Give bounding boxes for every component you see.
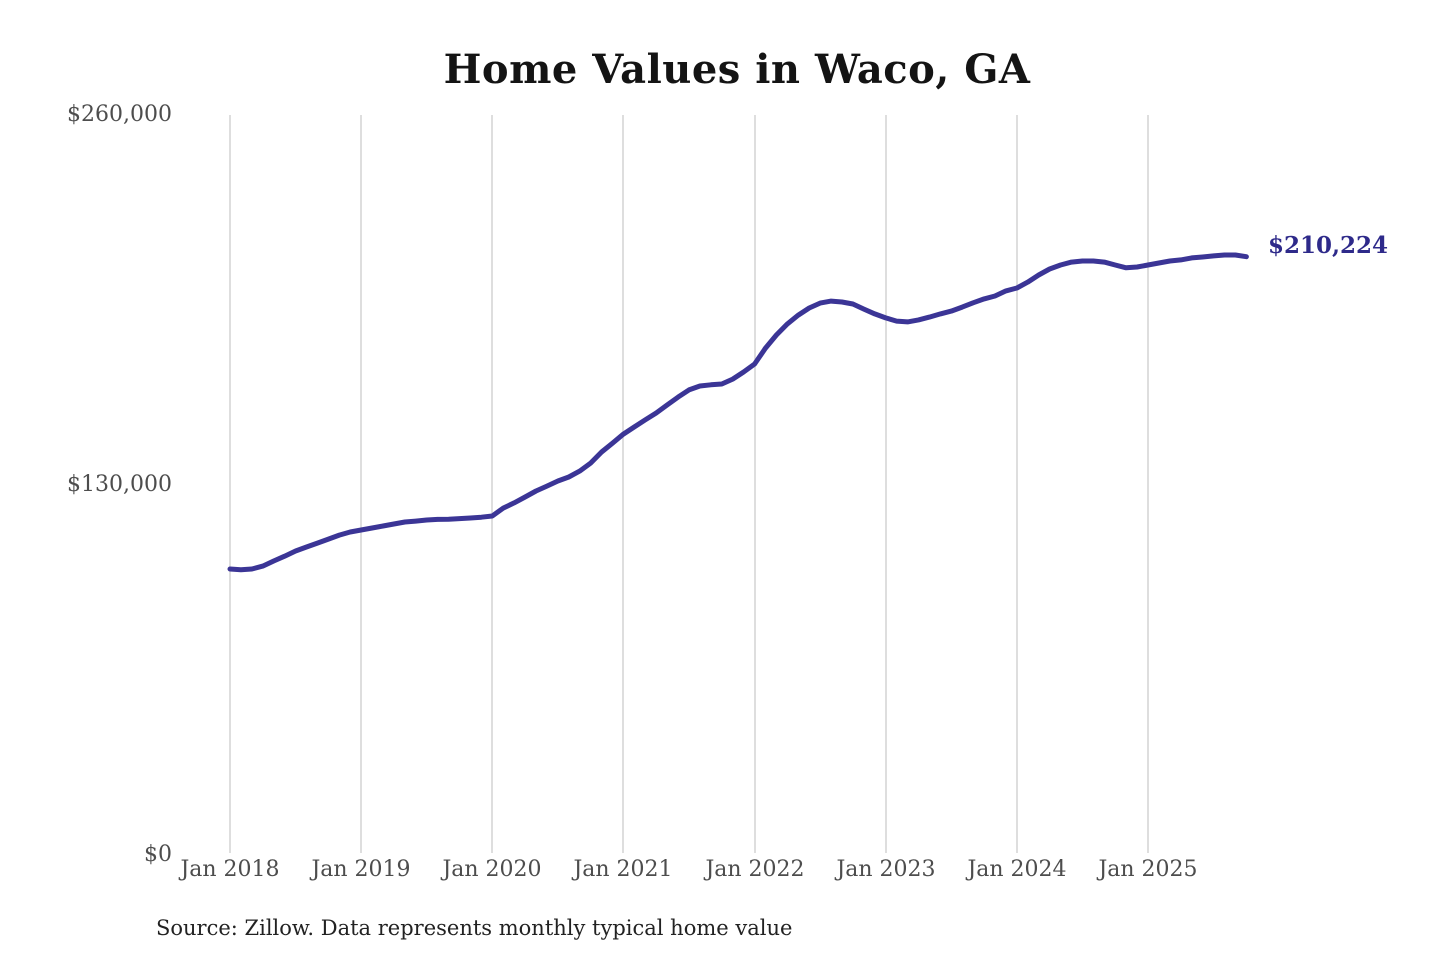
y-axis-tick-260000: $260,000 (67, 102, 172, 127)
x-axis-tick-2018: Jan 2018 (180, 857, 280, 882)
vertical-gridlines (229, 115, 1149, 853)
x-axis-tick-2019: Jan 2019 (311, 857, 411, 882)
x-axis-tick-2022: Jan 2022 (705, 857, 805, 882)
source-note: Source: Zillow. Data represents monthly … (156, 916, 793, 940)
final-value-annotation: $210,224 (1268, 232, 1389, 259)
y-axis-tick-0: $0 (144, 842, 172, 867)
x-axis-tick-2025: Jan 2025 (1098, 857, 1198, 882)
home-value-line (227, 252, 1249, 573)
x-axis-tick-2023: Jan 2023 (836, 857, 936, 882)
x-axis-tick-2021: Jan 2021 (573, 857, 673, 882)
chart-title: Home Values in Waco, GA (443, 46, 1031, 93)
x-axis-tick-2020: Jan 2020 (442, 857, 542, 882)
x-axis-tick-2024: Jan 2024 (967, 857, 1067, 882)
y-axis-tick-130000: $130,000 (67, 472, 172, 497)
